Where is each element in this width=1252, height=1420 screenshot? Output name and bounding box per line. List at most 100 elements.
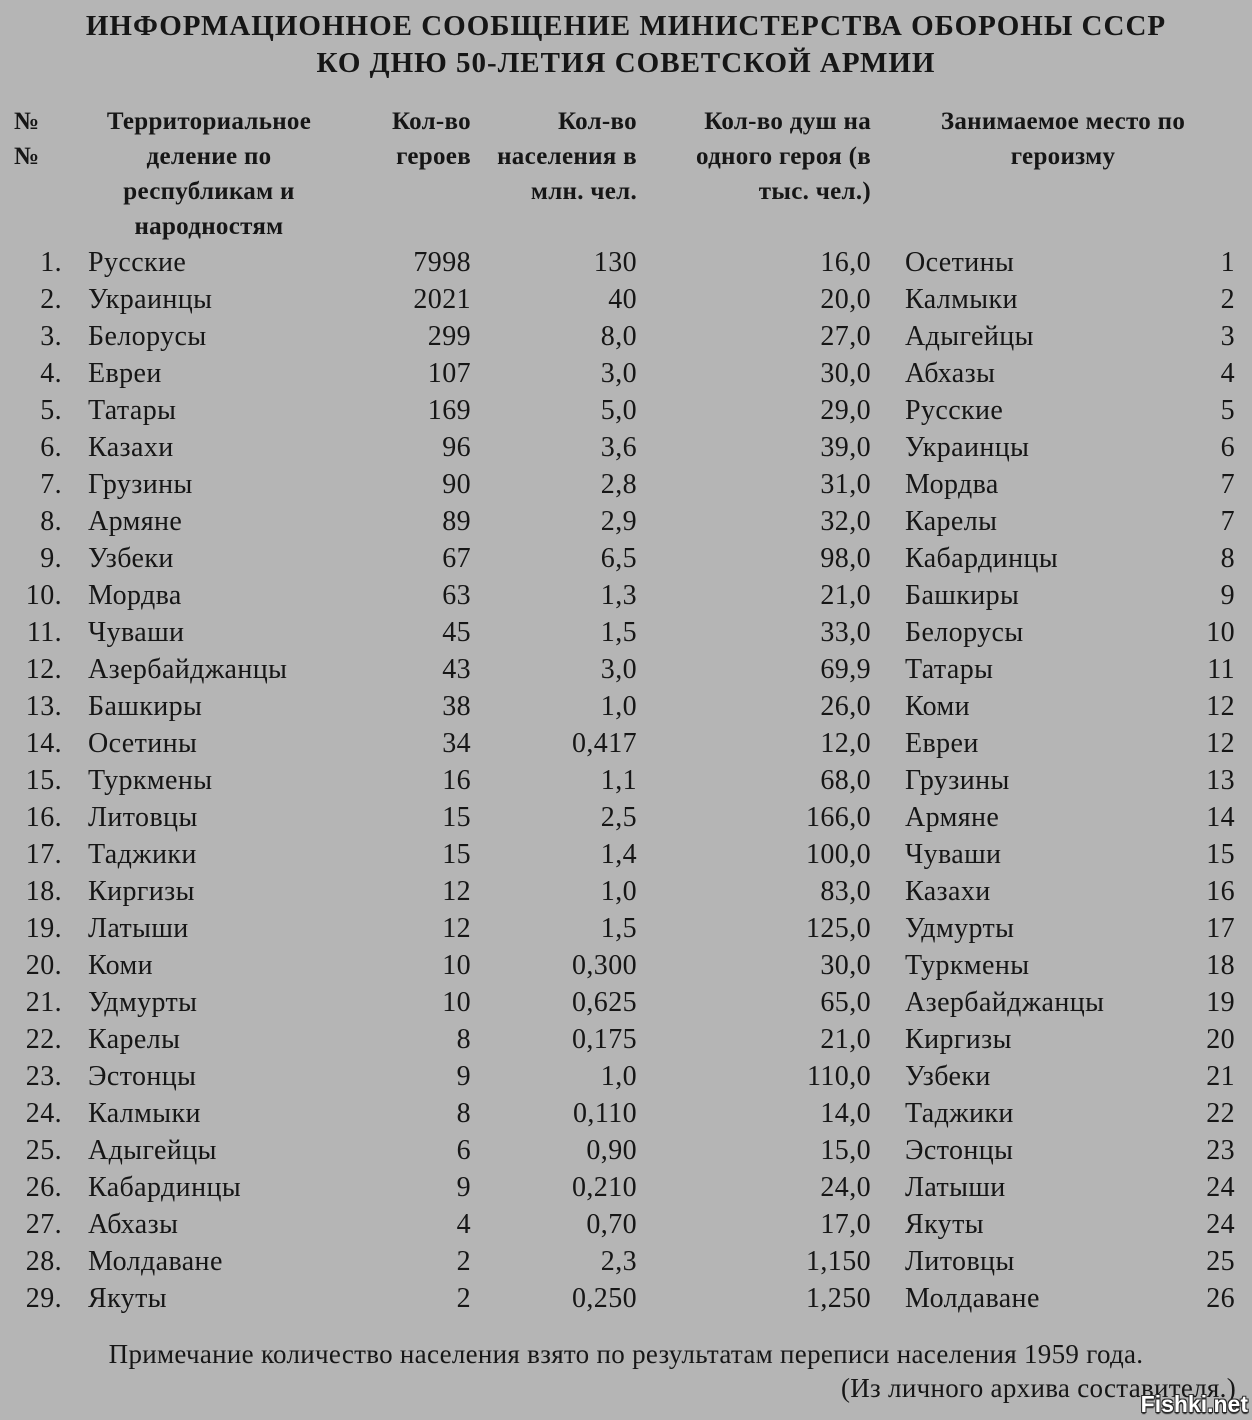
heroes-count-cell: 16 bbox=[442, 765, 471, 796]
rank-nationality-cell: Эстонцы bbox=[905, 1135, 1014, 1166]
population-cell: 1,0 bbox=[600, 876, 637, 907]
nationality-cell: Казахи bbox=[88, 432, 174, 463]
title-line-1: ИНФОРМАЦИОННОЕ СООБЩЕНИЕ МИНИСТЕРСТВА ОБ… bbox=[85, 10, 1167, 42]
nationality-cell: Калмыки bbox=[88, 1098, 201, 1129]
per-hero-cell: 16,0 bbox=[820, 247, 871, 278]
rank-place-cell: 24 bbox=[1206, 1172, 1235, 1203]
header-heroism-rank: Занимаемое место по героизму bbox=[940, 108, 1186, 170]
heroes-count-cell: 4 bbox=[456, 1209, 471, 1240]
table-row: 3. Белорусы 299 8,0 27,0 Адыгейцы 3 bbox=[0, 318, 1245, 355]
population-cell: 0,110 bbox=[573, 1098, 637, 1129]
rank-place-cell: 20 bbox=[1206, 1024, 1235, 1055]
nationality-cell: Грузины bbox=[88, 469, 193, 500]
per-hero-cell: 30,0 bbox=[820, 358, 871, 389]
footnote: Примечание количество населения взято по… bbox=[0, 1337, 1252, 1405]
rank-nationality-cell: Таджики bbox=[905, 1098, 1014, 1129]
population-cell: 1,0 bbox=[600, 691, 637, 722]
heroes-count-cell: 10 bbox=[442, 987, 471, 1018]
rank-nationality-cell: Киргизы bbox=[905, 1024, 1012, 1055]
heroes-count-cell: 12 bbox=[442, 876, 471, 907]
title-line-2: КО ДНЮ 50-ЛЕТИЯ СОВЕТСКОЙ АРМИИ bbox=[316, 47, 936, 79]
row-number-cell: 7. bbox=[40, 469, 62, 500]
per-hero-cell: 1,150 bbox=[806, 1246, 871, 1277]
heroes-count-cell: 9 bbox=[456, 1061, 471, 1092]
rank-place-cell: 11 bbox=[1207, 654, 1235, 685]
population-cell: 0,300 bbox=[572, 950, 637, 981]
population-cell: 0,417 bbox=[572, 728, 637, 759]
table-row: 23. Эстонцы 9 1,0 110,0 Узбеки 21 bbox=[0, 1058, 1245, 1095]
table-row: 27. Абхазы 4 0,70 17,0 Якуты 24 bbox=[0, 1206, 1245, 1243]
heroes-statistics-table: № № Территориальное деление по республик… bbox=[0, 104, 1245, 1317]
rank-nationality-cell: Молдаване bbox=[905, 1283, 1040, 1314]
heroes-count-cell: 169 bbox=[427, 395, 471, 426]
nationality-cell: Украинцы bbox=[88, 284, 213, 315]
nationality-cell: Таджики bbox=[88, 839, 197, 870]
heroes-count-cell: 15 bbox=[442, 802, 471, 833]
nationality-cell: Чуваши bbox=[88, 617, 185, 648]
population-cell: 1,0 bbox=[600, 1061, 637, 1092]
rank-nationality-cell: Осетины bbox=[905, 247, 1015, 278]
watermark-logo: Fishki.net bbox=[1140, 1391, 1248, 1417]
heroes-count-cell: 12 bbox=[442, 913, 471, 944]
per-hero-cell: 83,0 bbox=[820, 876, 871, 907]
header-per-hero: Кол-во душ на одного героя (в тыс. чел.) bbox=[696, 108, 871, 205]
heroes-count-cell: 43 bbox=[442, 654, 471, 685]
rank-nationality-cell: Грузины bbox=[905, 765, 1010, 796]
population-cell: 8,0 bbox=[600, 321, 637, 352]
nationality-cell: Башкиры bbox=[88, 691, 203, 722]
row-number-cell: 27. bbox=[25, 1209, 62, 1240]
per-hero-cell: 125,0 bbox=[806, 913, 871, 944]
rank-nationality-cell: Евреи bbox=[905, 728, 979, 759]
rank-place-cell: 7 bbox=[1220, 469, 1235, 500]
heroes-count-cell: 89 bbox=[442, 506, 471, 537]
heroes-count-cell: 67 bbox=[442, 543, 471, 574]
row-number-cell: 12. bbox=[25, 654, 62, 685]
per-hero-cell: 33,0 bbox=[820, 617, 871, 648]
rank-nationality-cell: Якуты bbox=[905, 1209, 984, 1240]
nationality-cell: Адыгейцы bbox=[88, 1135, 217, 1166]
table-row: 6. Казахи 96 3,6 39,0 Украинцы 6 bbox=[0, 429, 1245, 466]
per-hero-cell: 17,0 bbox=[820, 1209, 871, 1240]
population-cell: 0,210 bbox=[572, 1172, 637, 1203]
per-hero-cell: 100,0 bbox=[806, 839, 871, 870]
nationality-cell: Узбеки bbox=[88, 543, 174, 574]
rank-place-cell: 19 bbox=[1206, 987, 1235, 1018]
row-number-cell: 26. bbox=[25, 1172, 62, 1203]
population-cell: 5,0 bbox=[600, 395, 637, 426]
nationality-cell: Коми bbox=[88, 950, 154, 981]
row-number-cell: 4. bbox=[40, 358, 62, 389]
nationality-cell: Азербайджанцы bbox=[88, 654, 288, 685]
rank-nationality-cell: Адыгейцы bbox=[905, 321, 1034, 352]
per-hero-cell: 39,0 bbox=[820, 432, 871, 463]
header-row: № № Территориальное деление по республик… bbox=[0, 104, 1245, 244]
population-cell: 0,90 bbox=[586, 1135, 637, 1166]
population-cell: 1,5 bbox=[600, 913, 637, 944]
row-number-cell: 10. bbox=[25, 580, 62, 611]
per-hero-cell: 30,0 bbox=[820, 950, 871, 981]
heroes-count-cell: 107 bbox=[427, 358, 471, 389]
per-hero-cell: 26,0 bbox=[820, 691, 871, 722]
rank-place-cell: 18 bbox=[1206, 950, 1235, 981]
rank-nationality-cell: Башкиры bbox=[905, 580, 1020, 611]
table-row: 4. Евреи 107 3,0 30,0 Абхазы 4 bbox=[0, 355, 1245, 392]
rank-nationality-cell: Абхазы bbox=[905, 358, 996, 389]
population-cell: 2,5 bbox=[600, 802, 637, 833]
heroes-count-cell: 2021 bbox=[413, 284, 471, 315]
rank-nationality-cell: Казахи bbox=[905, 876, 991, 907]
table-row: 8. Армяне 89 2,9 32,0 Карелы 7 bbox=[0, 503, 1245, 540]
rank-place-cell: 4 bbox=[1220, 358, 1235, 389]
rank-nationality-cell: Карелы bbox=[905, 506, 998, 537]
table-row: 12. Азербайджанцы 43 3,0 69,9 Татары 11 bbox=[0, 651, 1245, 688]
nationality-cell: Русские bbox=[88, 247, 187, 278]
rank-nationality-cell: Белорусы bbox=[905, 617, 1024, 648]
rank-place-cell: 9 bbox=[1220, 580, 1235, 611]
rank-place-cell: 16 bbox=[1206, 876, 1235, 907]
row-number-cell: 28. bbox=[25, 1246, 62, 1277]
table-row: 29. Якуты 2 0,250 1,250 Молдаване 26 bbox=[0, 1280, 1245, 1317]
heroes-count-cell: 2 bbox=[456, 1246, 471, 1277]
per-hero-cell: 29,0 bbox=[820, 395, 871, 426]
nationality-cell: Белорусы bbox=[88, 321, 207, 352]
nationality-cell: Молдаване bbox=[88, 1246, 223, 1277]
row-number-cell: 9. bbox=[40, 543, 62, 574]
population-cell: 0,625 bbox=[572, 987, 637, 1018]
